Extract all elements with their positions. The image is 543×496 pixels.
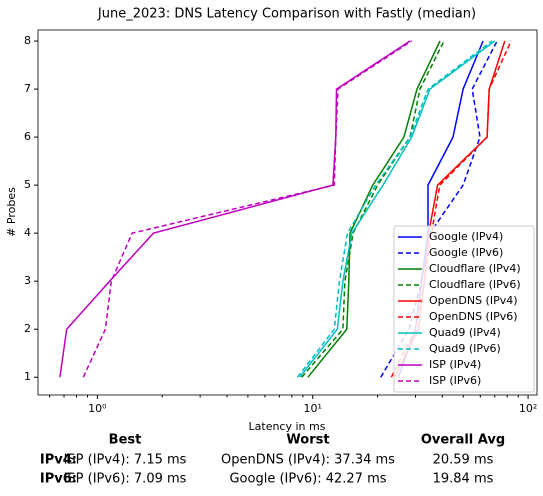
table-header: Best xyxy=(109,433,142,448)
table-header: Overall Avg xyxy=(421,433,505,448)
x-axis-label: Latency in ms xyxy=(249,420,326,433)
legend-label: Cloudflare (IPv4) xyxy=(429,262,521,275)
series-line xyxy=(299,40,496,378)
series-line xyxy=(301,40,445,378)
legend-label: ISP (IPv6) xyxy=(429,374,481,387)
y-tick-label: 2 xyxy=(24,322,31,335)
row-label: IPv6: xyxy=(40,472,77,487)
table-cell: 19.84 ms xyxy=(433,472,494,487)
row-label: IPv4: xyxy=(40,453,77,468)
series-line xyxy=(390,40,512,378)
y-axis-label: # Probes xyxy=(5,187,18,237)
table-header: Worst xyxy=(286,433,329,448)
y-tick-label: 3 xyxy=(24,274,31,287)
series-line xyxy=(82,40,413,378)
table-cell: 20.59 ms xyxy=(433,453,494,468)
y-tick-label: 8 xyxy=(24,34,31,47)
table-cell: ISP (IPv4): 7.15 ms xyxy=(64,453,187,468)
legend-label: Google (IPv4) xyxy=(429,230,503,243)
table-cell: ISP (IPv6): 7.09 ms xyxy=(64,472,187,487)
x-tick-label: 10⁰ xyxy=(88,402,107,415)
legend-label: ISP (IPv4) xyxy=(429,358,481,371)
plot-frame xyxy=(37,29,538,396)
legend-label: OpenDNS (IPv6) xyxy=(429,310,518,323)
legend-label: Quad9 (IPv4) xyxy=(429,326,501,339)
legend-box xyxy=(393,225,535,393)
chart-title: June_2023: DNS Latency Comparison with F… xyxy=(97,7,476,22)
table-cell: Google (IPv6): 42.27 ms xyxy=(229,472,386,487)
legend-label: Google (IPv6) xyxy=(429,246,503,259)
y-tick-label: 6 xyxy=(24,130,31,143)
legend-label: Quad9 (IPv6) xyxy=(429,342,501,355)
x-tick-label: 10² xyxy=(519,402,537,415)
table-cell: OpenDNS (IPv4): 37.34 ms xyxy=(221,453,395,468)
y-tick-label: 4 xyxy=(24,226,31,239)
legend-label: OpenDNS (IPv4) xyxy=(429,294,518,307)
y-tick-label: 1 xyxy=(24,370,31,383)
y-tick-label: 7 xyxy=(24,82,31,95)
y-tick-label: 5 xyxy=(24,178,31,191)
series-line xyxy=(59,40,411,378)
x-tick-label: 10¹ xyxy=(304,402,322,415)
series-line xyxy=(296,40,493,378)
legend-label: Cloudflare (IPv6) xyxy=(429,278,521,291)
